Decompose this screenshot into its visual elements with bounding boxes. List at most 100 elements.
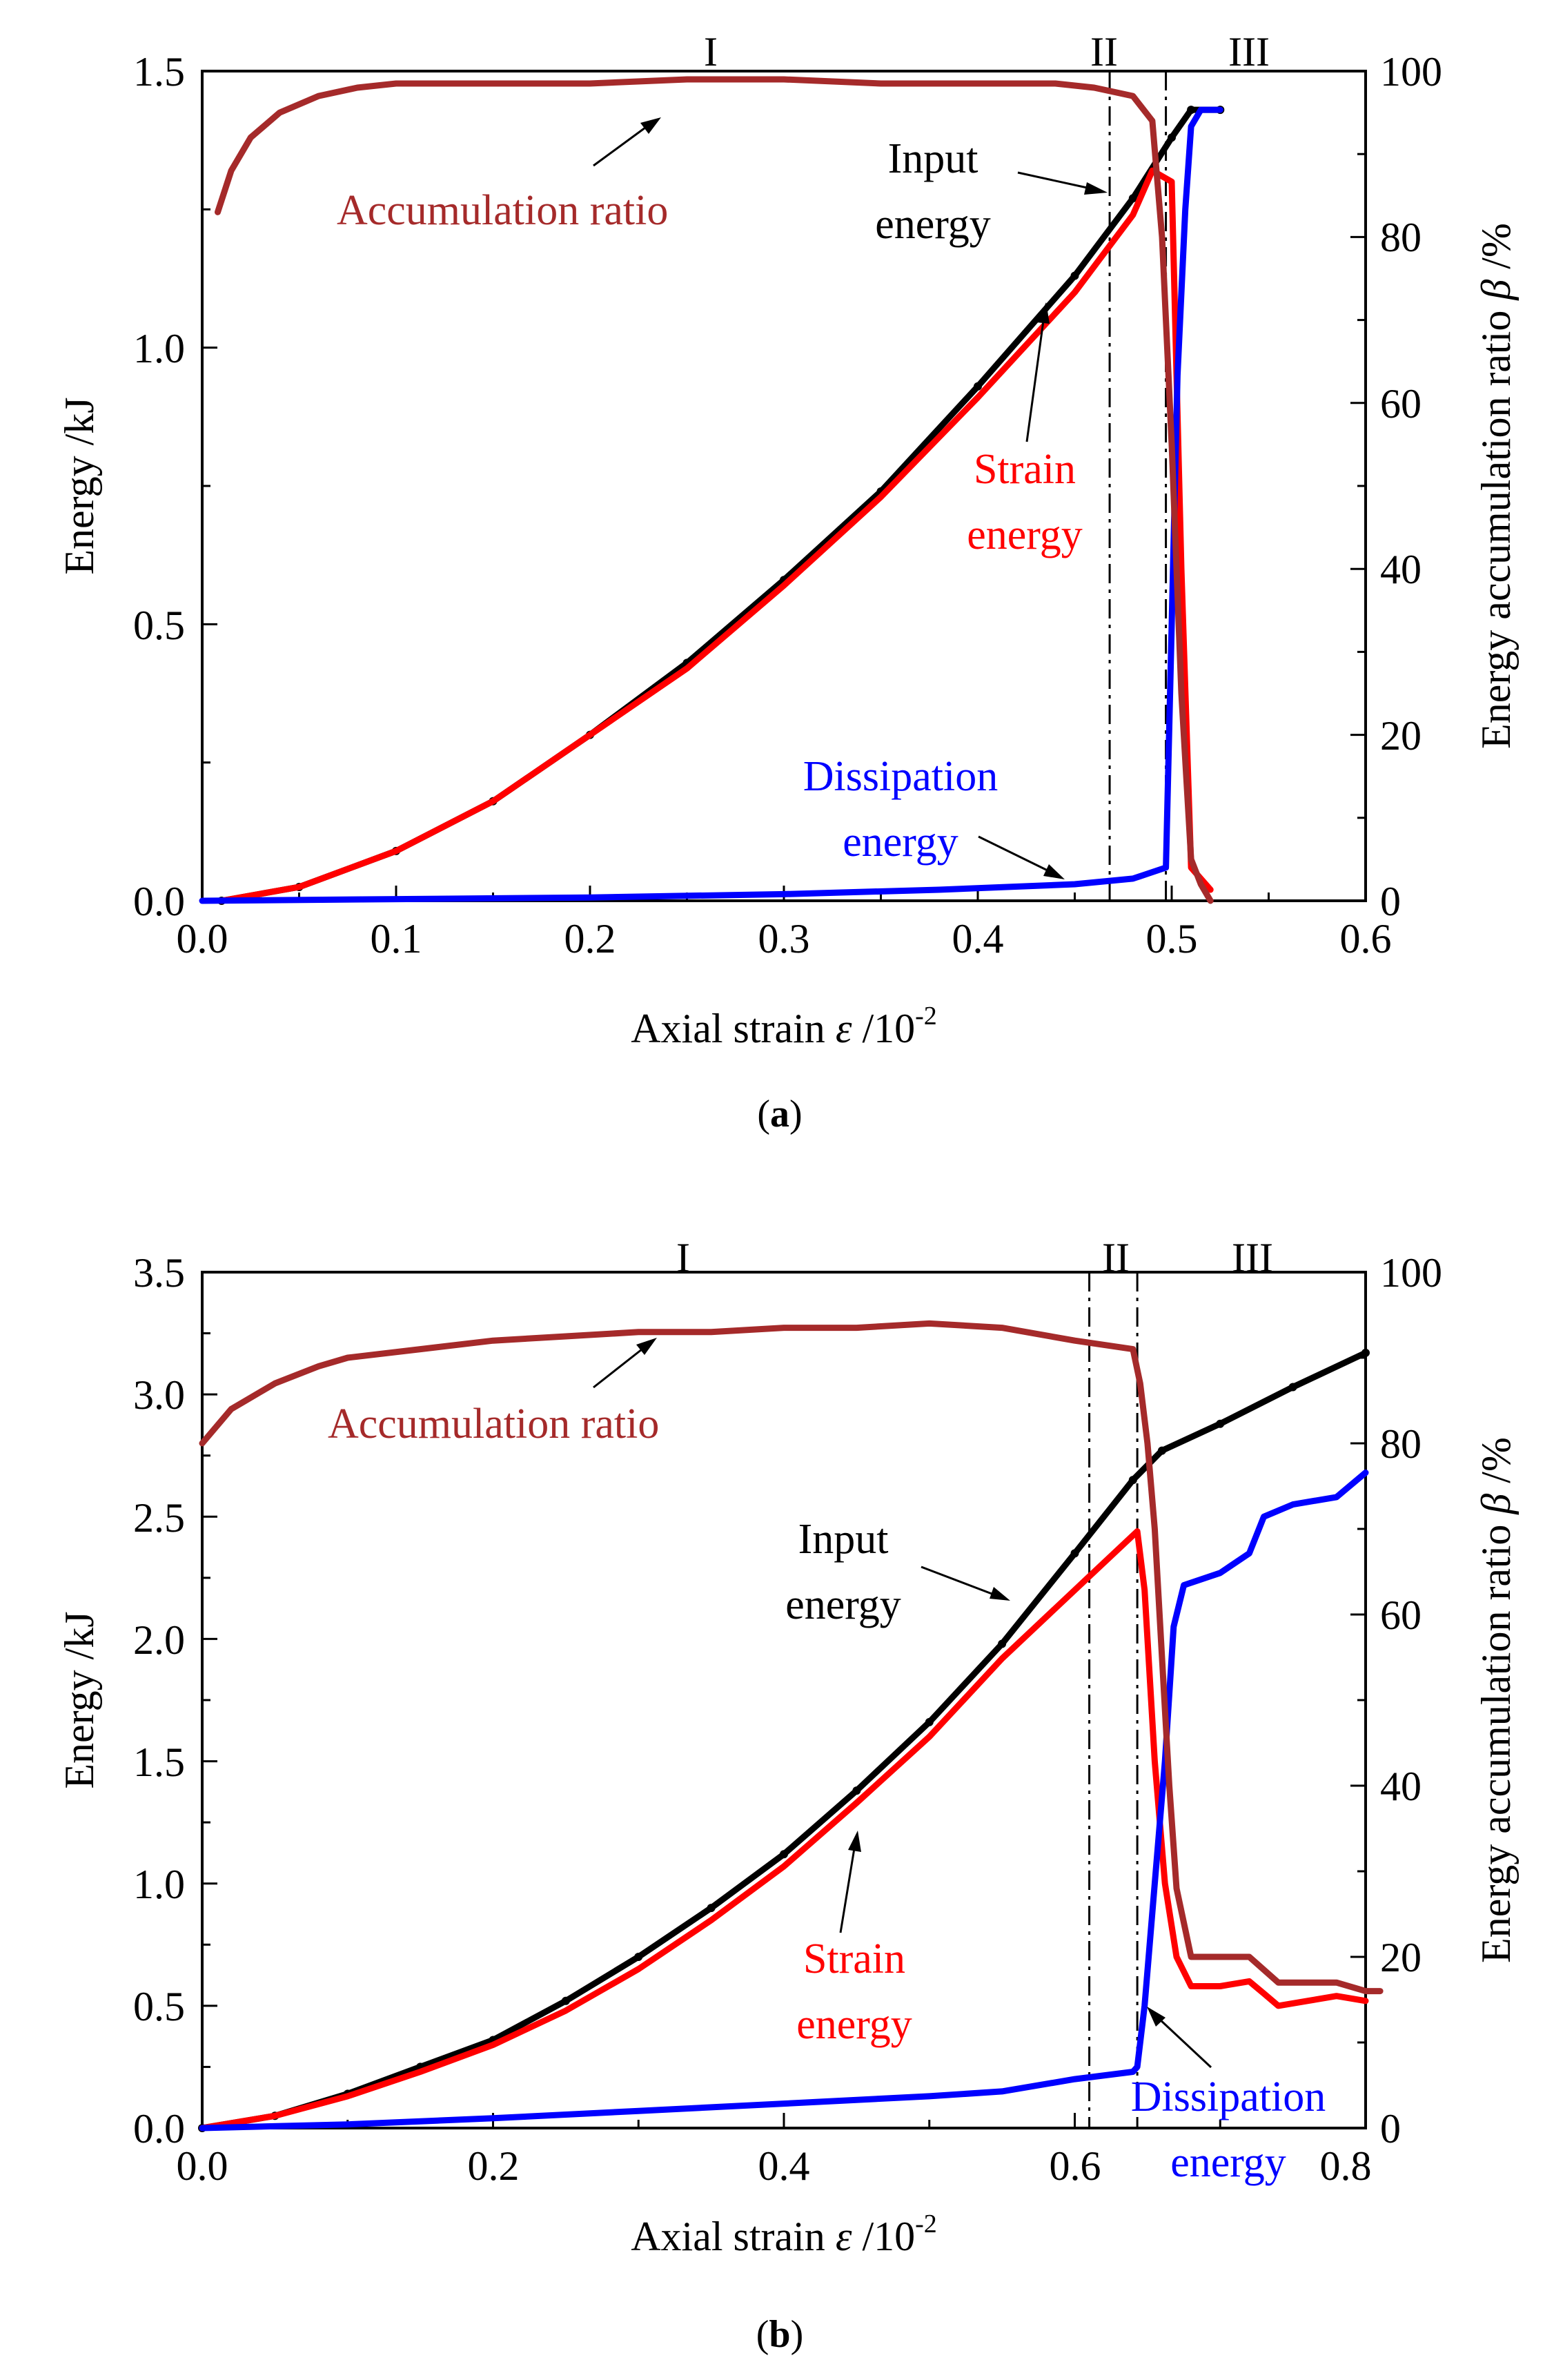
annotation-strain-energy-line2: energy: [967, 511, 1083, 558]
series-lines-b: [198, 1320, 1384, 2132]
series-lines-a: [199, 76, 1225, 905]
y-tick-label: 3.5: [133, 1250, 185, 1296]
data-point: [1361, 1348, 1370, 1357]
y-tick-labels-a: 0.0 0.5 1.0 1.5: [133, 49, 185, 924]
y-tick-label: 0.5: [133, 603, 185, 648]
x-tick-labels-b: 0.0 0.2 0.4 0.6 0.8: [177, 2143, 1372, 2189]
y2-tick-labels-b: 0 20 40 60 80 100: [1380, 1250, 1442, 2152]
region-label: I: [676, 1235, 690, 1280]
data-point: [1168, 133, 1176, 142]
y-tick-label: 3.0: [133, 1372, 185, 1418]
annotation-input-energy-line2: energy: [785, 1581, 901, 1628]
y-tick-label: 1.5: [133, 1739, 185, 1785]
y-tick-labels-b: 0.0 0.5 1.0 1.5 2.0 2.5 3.0 3.5: [133, 1250, 185, 2152]
y2-tick-labels-a: 0 20 40 60 80 100: [1380, 49, 1442, 924]
arrowhead: [636, 1338, 657, 1355]
y2-tick-label: 80: [1380, 215, 1422, 260]
data-point: [561, 1996, 570, 2005]
x-tick-label: 0.2: [468, 2143, 520, 2189]
x-axis-title-a: Axial strain ε /10-2: [631, 1002, 937, 1051]
region-label: I: [704, 29, 718, 75]
x-tick-label: 0.4: [952, 916, 1004, 962]
x-axis-title-b: Axial strain ε /10-2: [631, 2210, 937, 2259]
y-tick-label: 1.5: [133, 49, 185, 95]
annotations-a: Accumulation ratio Input energy Strain e…: [337, 117, 1108, 879]
x-tick-label: 0.4: [758, 2143, 810, 2189]
x-tick-labels-a: 0.0 0.1 0.2 0.3 0.4 0.5 0.6: [177, 916, 1392, 962]
data-point: [925, 1717, 934, 1726]
y2-tick-label: 0: [1380, 2106, 1401, 2152]
region-labels-b: I II III: [676, 1235, 1273, 1280]
annotation-input-energy: Input: [798, 1516, 889, 1563]
arrow-accumulation-ratio: [593, 1348, 642, 1389]
y-tick-label: 2.0: [133, 1617, 185, 1663]
arrowhead: [990, 1587, 1010, 1601]
series-accumulation-ratio: [215, 76, 1214, 904]
arrow-input-energy: [921, 1565, 994, 1596]
arrow-strain-energy: [1025, 320, 1045, 442]
y-tick-label: 2.5: [133, 1495, 185, 1541]
arrow-dissipation-energy: [978, 835, 1050, 872]
arrow-dissipation-energy: [1158, 2018, 1212, 2069]
y2-axis-title-b: Energy accumulation ratio β /%: [1473, 1437, 1519, 1963]
region-lines-a: [1108, 71, 1168, 901]
arrow-strain-energy: [839, 1848, 856, 1933]
annotation-strain-energy: Strain: [803, 1935, 905, 1982]
x-tick-label: 0.8: [1320, 2143, 1372, 2189]
data-point: [707, 1904, 716, 1913]
arrowhead: [640, 117, 661, 134]
arrowhead: [848, 1831, 861, 1852]
data-point: [998, 1639, 1007, 1648]
arrow-input-energy: [1017, 171, 1091, 190]
chart-panel-a: 0.0 0.1 0.2 0.3 0.4 0.5 0.6 0.0 0.5 1.0 …: [57, 29, 1519, 1135]
y2-tick-label: 80: [1380, 1421, 1422, 1467]
data-point: [634, 1953, 643, 1961]
y-axis-title-a: Energy /kJ: [57, 397, 102, 574]
annotation-input-energy-line2: energy: [875, 201, 991, 248]
series-strain-energy: [199, 1528, 1369, 2132]
x-tick-label: 0.3: [758, 916, 810, 962]
annotation-dissipation-energy: Dissipation: [803, 753, 998, 800]
x-tick-label: 0.0: [177, 916, 228, 962]
region-labels-a: I II III: [704, 29, 1270, 75]
region-label: III: [1228, 29, 1270, 75]
arrowhead: [1043, 864, 1065, 879]
annotation-accumulation-ratio: Accumulation ratio: [337, 187, 668, 234]
region-label: III: [1232, 1235, 1273, 1280]
y2-tick-label: 40: [1380, 547, 1422, 592]
y2-tick-label: 60: [1380, 1592, 1422, 1638]
chart-panel-b: 0.0 0.2 0.4 0.6 0.8 0.0 0.5 1.0 1.5 2.0 …: [57, 1235, 1519, 2356]
series-dissipation-energy: [199, 1470, 1369, 2132]
panel-label-b: (b): [756, 2313, 803, 2356]
data-point: [1288, 1383, 1297, 1392]
annotation-accumulation-ratio: Accumulation ratio: [328, 1401, 659, 1447]
y2-tick-label: 40: [1380, 1764, 1422, 1809]
region-lines-b: [1088, 1272, 1139, 2128]
y-tick-label: 0.5: [133, 1984, 185, 2029]
annotation-strain-energy: Strain: [974, 446, 1076, 493]
arrow-accumulation-ratio: [593, 126, 646, 167]
arrowhead: [1036, 302, 1050, 324]
annotation-strain-energy-line2: energy: [796, 2001, 912, 2048]
annotation-dissipation-energy-line2: energy: [843, 819, 958, 866]
x-tick-label: 0.0: [177, 2143, 228, 2189]
x-tick-label: 0.6: [1050, 2143, 1101, 2189]
series-accumulation-ratio: [199, 1320, 1384, 1995]
data-point: [1187, 106, 1196, 115]
y2-tick-label: 60: [1380, 381, 1422, 427]
data-point: [1128, 1476, 1137, 1485]
region-label: II: [1102, 1235, 1130, 1280]
arrowhead: [1084, 182, 1108, 195]
x-tick-label: 0.6: [1340, 916, 1392, 962]
data-point: [1128, 194, 1137, 203]
arrowhead: [1147, 2007, 1166, 2027]
data-point: [1157, 1446, 1166, 1455]
y2-tick-label: 0: [1380, 879, 1401, 924]
y2-tick-label: 100: [1380, 49, 1442, 95]
x-tick-label: 0.5: [1146, 916, 1198, 962]
panel-label-a: (a): [757, 1093, 802, 1135]
data-point: [780, 1850, 788, 1859]
y2-tick-label: 100: [1380, 1250, 1442, 1296]
y2-tick-label: 20: [1380, 1935, 1422, 1980]
annotation-input-energy: Input: [888, 135, 978, 182]
